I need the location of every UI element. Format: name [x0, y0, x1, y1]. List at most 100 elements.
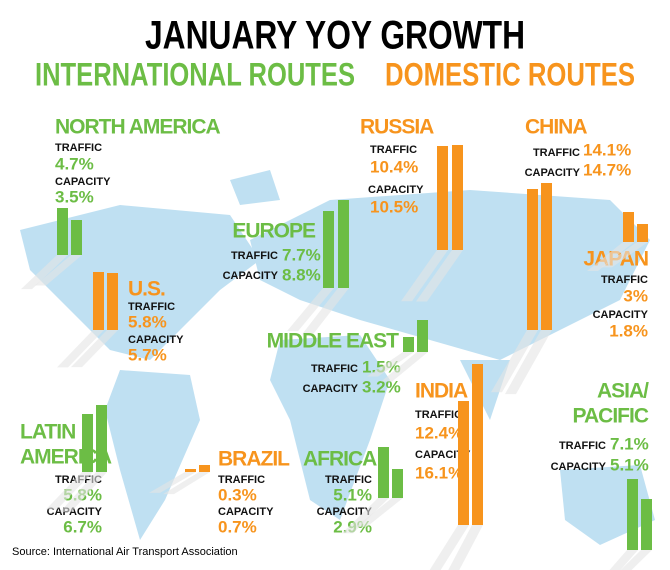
- bar-shadow: [21, 255, 68, 290]
- region-name: INDIA: [415, 380, 468, 403]
- bar-shadow: [620, 550, 652, 570]
- metric-label: CAPACITY: [47, 506, 103, 518]
- bar-shadow: [491, 330, 538, 393]
- metric-label: CAPACITY: [368, 184, 424, 196]
- metric-label: CAPACITY: [525, 167, 581, 179]
- region-name: AFRICA: [303, 448, 377, 471]
- source: Source: International Air Transport Asso…: [12, 546, 238, 558]
- bar: [458, 401, 469, 525]
- metric-label: TRAFFIC: [128, 301, 175, 313]
- value-label: 10.4%: [370, 157, 418, 176]
- value-label: 14.1%: [583, 140, 631, 159]
- bar-shadow: [448, 525, 483, 570]
- bar-shadow: [71, 330, 118, 368]
- bar-shadow: [505, 330, 552, 395]
- bar: [71, 220, 82, 255]
- value-label: 3.2%: [362, 377, 401, 396]
- metric-label: TRAFFIC: [325, 474, 372, 486]
- bar-shadow: [367, 352, 414, 377]
- bar-shadow: [416, 250, 463, 302]
- bar-shadow: [163, 472, 210, 495]
- value-label: 1.8%: [609, 321, 648, 340]
- region-name: CHINA: [525, 116, 587, 139]
- bar-shadow: [342, 498, 389, 534]
- bar-shadow: [601, 242, 648, 268]
- value-label: 10.5%: [370, 197, 418, 216]
- bar-shadow: [381, 352, 428, 382]
- bar: [403, 337, 414, 352]
- region-name: BRAZIL: [218, 448, 290, 471]
- value-label: 5.1%: [333, 485, 372, 504]
- metric-label: CAPACITY: [55, 176, 111, 188]
- value-label: 3.5%: [55, 187, 94, 206]
- value-label: 16.1%: [415, 463, 463, 482]
- bar-shadow: [356, 498, 403, 527]
- region-name: LATIN: [20, 421, 75, 444]
- bar: [185, 469, 196, 472]
- metric-label: CAPACITY: [317, 506, 373, 518]
- metric-label: TRAFFIC: [311, 363, 358, 375]
- bar-shadow: [35, 255, 82, 286]
- metric-label: TRAFFIC: [370, 144, 417, 156]
- metric-label: CAPACITY: [551, 461, 607, 473]
- bar: [623, 212, 634, 242]
- bar: [527, 189, 538, 330]
- region-name: U.S.: [128, 278, 165, 301]
- metric-label: TRAFFIC: [231, 250, 278, 262]
- value-label: 7.1%: [610, 434, 649, 453]
- bar: [93, 272, 104, 330]
- metric-label: TRAFFIC: [218, 474, 265, 486]
- bar: [378, 447, 389, 498]
- bar-shadow: [287, 288, 334, 332]
- metric-label: TRAFFIC: [533, 147, 580, 159]
- value-label: 0.3%: [218, 485, 257, 504]
- bar-shadow: [57, 330, 104, 368]
- metric-label: CAPACITY: [593, 309, 649, 321]
- bar-shadow: [429, 525, 469, 570]
- metric-label: TRAFFIC: [559, 440, 606, 452]
- value-label: 5.1%: [610, 455, 649, 474]
- region-name: RUSSIA: [360, 116, 434, 139]
- region-name: ASIA/: [597, 380, 649, 403]
- value-label: 6.7%: [63, 517, 102, 536]
- value-label: 12.4%: [415, 423, 463, 442]
- region-name: MIDDLE EAST: [267, 330, 400, 353]
- bar: [437, 146, 448, 250]
- bar-shadow: [302, 288, 349, 335]
- metric-label: CAPACITY: [415, 449, 471, 461]
- metric-label: TRAFFIC: [55, 142, 102, 154]
- bar-shadow: [46, 472, 93, 510]
- value-label: 3%: [623, 286, 648, 305]
- bar: [627, 479, 638, 550]
- bar-shadow: [587, 242, 634, 271]
- bar-shadow: [60, 472, 107, 513]
- metric-label: CAPACITY: [223, 270, 279, 282]
- title: JANUARY YOY GROWTH: [145, 14, 525, 58]
- bar: [57, 208, 68, 255]
- value-label: 0.7%: [218, 517, 257, 536]
- bar-shadow: [609, 550, 638, 570]
- bar: [641, 499, 652, 550]
- bar: [417, 320, 428, 352]
- value-label: 14.7%: [583, 160, 631, 179]
- legend-domestic: DOMESTIC ROUTES: [385, 56, 635, 92]
- bar: [107, 273, 118, 330]
- value-label: 4.7%: [55, 154, 94, 173]
- bar: [452, 145, 463, 250]
- bar: [338, 200, 349, 288]
- bar: [323, 211, 334, 288]
- value-label: 8.8%: [282, 265, 321, 284]
- bar: [392, 469, 403, 498]
- region-name: PACIFIC: [573, 405, 649, 428]
- bar: [96, 405, 107, 472]
- bar-shadow: [149, 472, 196, 493]
- region-name: EUROPE: [232, 220, 316, 243]
- bar-shadow: [401, 250, 448, 302]
- metric-label: CAPACITY: [128, 334, 184, 346]
- region-name: NORTH AMERICA: [55, 116, 221, 139]
- metric-label: CAPACITY: [303, 383, 359, 395]
- metric-label: TRAFFIC: [601, 274, 648, 286]
- value-label: 5.8%: [128, 312, 167, 331]
- bar: [82, 414, 93, 472]
